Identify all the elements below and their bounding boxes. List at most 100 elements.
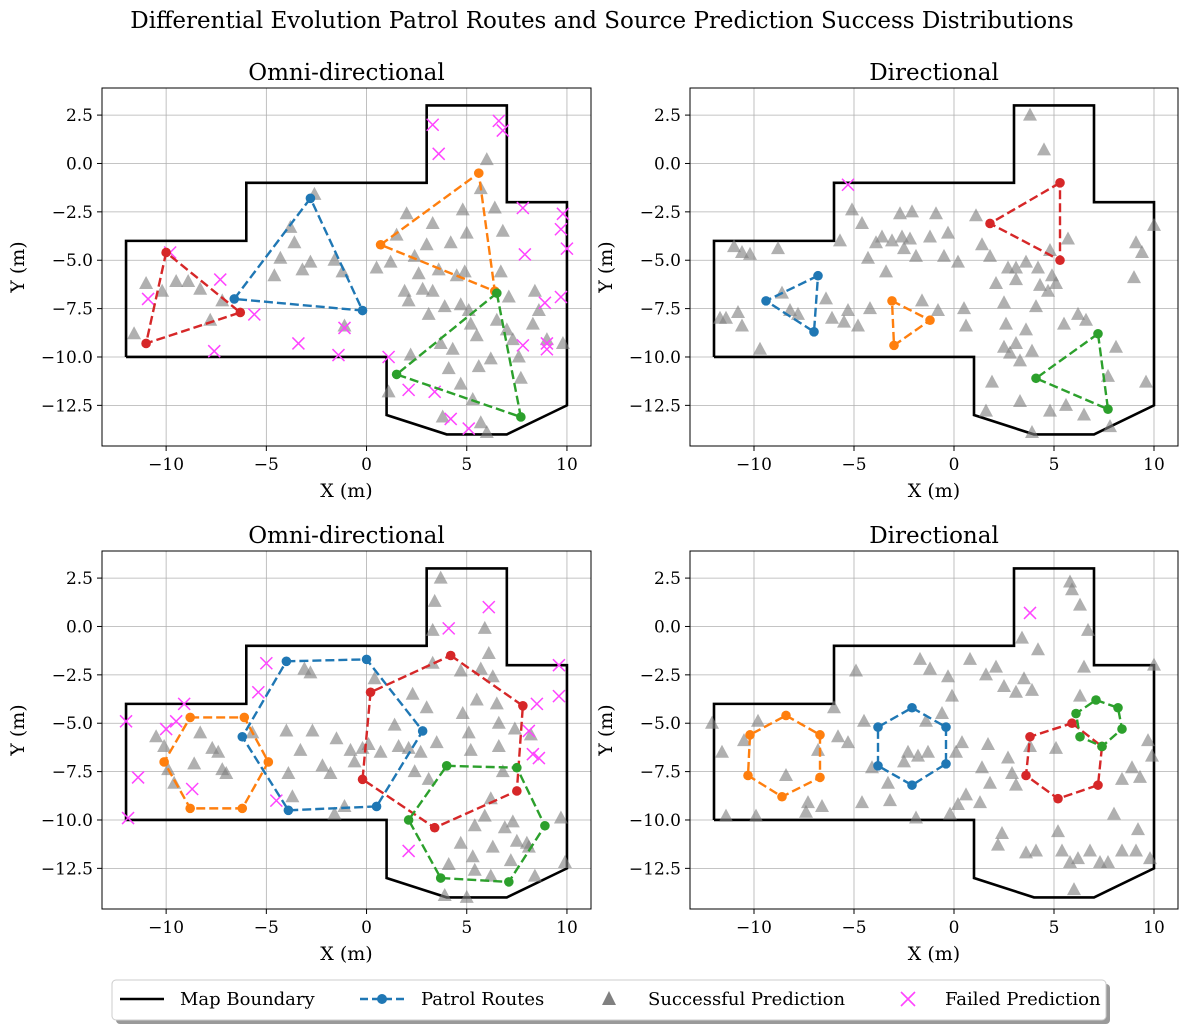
x-tick-label: 5 xyxy=(1049,918,1060,938)
success-marker xyxy=(837,314,851,328)
patrol-waypoint-marker xyxy=(815,730,825,740)
patrol-waypoint-marker xyxy=(516,412,526,422)
success-marker xyxy=(477,808,492,822)
success-marker xyxy=(1129,843,1143,857)
x-axis-label: X (m) xyxy=(908,480,960,502)
success-marker xyxy=(1001,750,1015,764)
success-marker xyxy=(463,742,478,756)
success-marker xyxy=(437,299,452,313)
success-marker xyxy=(1109,339,1123,353)
subplot-title: Directional xyxy=(869,523,999,549)
failed-marker xyxy=(432,147,446,161)
success-marker xyxy=(285,789,300,803)
patrol-waypoint-marker xyxy=(907,780,917,790)
legend: Map Boundary Patrol Routes Successful Pr… xyxy=(111,979,1110,1024)
success-marker xyxy=(1073,688,1087,702)
patrol-waypoint-marker xyxy=(925,315,935,326)
success-marker xyxy=(303,665,318,679)
patrol-waypoint-marker xyxy=(263,757,274,767)
plot-area xyxy=(102,88,591,446)
y-tick-label: −12.5 xyxy=(629,859,681,879)
legend-label-successful-prediction: Successful Prediction xyxy=(648,989,846,1010)
success-marker xyxy=(1131,822,1145,836)
patrol-waypoint-marker xyxy=(305,193,316,204)
success-marker xyxy=(1009,272,1023,286)
patrol-waypoint-marker xyxy=(229,294,240,304)
success-marker xyxy=(1101,855,1115,869)
success-marker xyxy=(391,738,406,752)
y-tick-label: −12.5 xyxy=(41,859,93,879)
x-tick-label: 10 xyxy=(1143,918,1165,938)
success-marker xyxy=(737,733,751,747)
success-marker xyxy=(1005,766,1019,780)
success-marker xyxy=(983,775,997,789)
success-marker xyxy=(193,725,208,739)
legend-route-marker-icon xyxy=(377,994,387,1004)
success-marker xyxy=(1049,740,1063,754)
success-marker xyxy=(407,248,422,262)
success-marker xyxy=(1133,769,1147,783)
patrol-waypoint-marker xyxy=(889,340,899,351)
success-marker xyxy=(421,771,436,785)
success-marker xyxy=(421,306,436,320)
success-marker xyxy=(719,808,733,822)
legend-entry-failed-prediction: Failed Prediction xyxy=(900,989,1101,1010)
subplot-1: −10 −5 0 5 10 2.5 0.0 −2.5 −5.0 −7.5 −10.0 −12.5 Omn… xyxy=(7,60,592,502)
success-marker xyxy=(497,820,512,834)
patrol-waypoint-marker xyxy=(809,327,819,337)
y-tick-label: −5.0 xyxy=(52,251,93,271)
patrol-waypoint-marker xyxy=(985,218,995,229)
success-marker xyxy=(323,766,338,780)
success-marker xyxy=(911,748,925,762)
success-marker xyxy=(981,737,995,751)
patrol-waypoint-marker xyxy=(1055,178,1065,188)
success-marker xyxy=(995,826,1009,840)
failed-marker xyxy=(540,336,554,350)
failed-marker xyxy=(259,656,273,670)
success-marker xyxy=(727,239,741,253)
success-marker xyxy=(453,297,468,311)
y-tick-label: −2.5 xyxy=(640,203,681,223)
success-marker xyxy=(921,744,935,758)
success-marker xyxy=(1081,622,1095,636)
success-marker xyxy=(329,731,344,745)
success-marker xyxy=(945,688,959,702)
y-tick-label: −12.5 xyxy=(41,396,93,416)
x-tick-label: −5 xyxy=(254,918,279,938)
legend-entry-successful-prediction: Successful Prediction xyxy=(602,989,846,1010)
success-marker xyxy=(295,262,310,276)
success-marker xyxy=(505,814,520,828)
success-marker xyxy=(1067,882,1081,896)
success-marker xyxy=(1059,397,1073,411)
success-marker xyxy=(485,839,500,853)
success-marker xyxy=(989,275,1003,289)
plot-area xyxy=(690,88,1178,446)
failed-marker xyxy=(207,344,221,358)
failed-marker xyxy=(554,290,568,304)
success-marker xyxy=(425,622,440,636)
patrol-waypoint-marker xyxy=(357,305,368,316)
success-marker xyxy=(949,744,963,758)
success-marker xyxy=(1057,316,1071,330)
x-tick-label: 0 xyxy=(949,455,960,475)
success-marker xyxy=(429,735,444,749)
y-tick-label: −5.0 xyxy=(640,714,681,734)
failed-marker xyxy=(291,336,305,350)
map-boundary-line xyxy=(712,104,1156,436)
success-marker xyxy=(831,729,845,743)
y-tick-label: 0.0 xyxy=(654,154,681,174)
success-marker xyxy=(193,281,208,295)
success-marker xyxy=(929,206,943,220)
patrol-waypoint-marker xyxy=(371,801,382,812)
success-marker xyxy=(827,700,841,714)
patrol-waypoint-marker xyxy=(1093,328,1103,339)
success-marker xyxy=(557,855,572,869)
success-marker xyxy=(1013,353,1027,367)
failed-marker xyxy=(540,342,554,356)
y-tick-label: 2.5 xyxy=(66,569,93,589)
success-marker xyxy=(1063,855,1077,869)
patrol-waypoint-marker xyxy=(159,757,169,767)
success-marker xyxy=(861,250,875,264)
success-marker xyxy=(531,303,546,317)
x-tick-label: −5 xyxy=(841,455,866,475)
